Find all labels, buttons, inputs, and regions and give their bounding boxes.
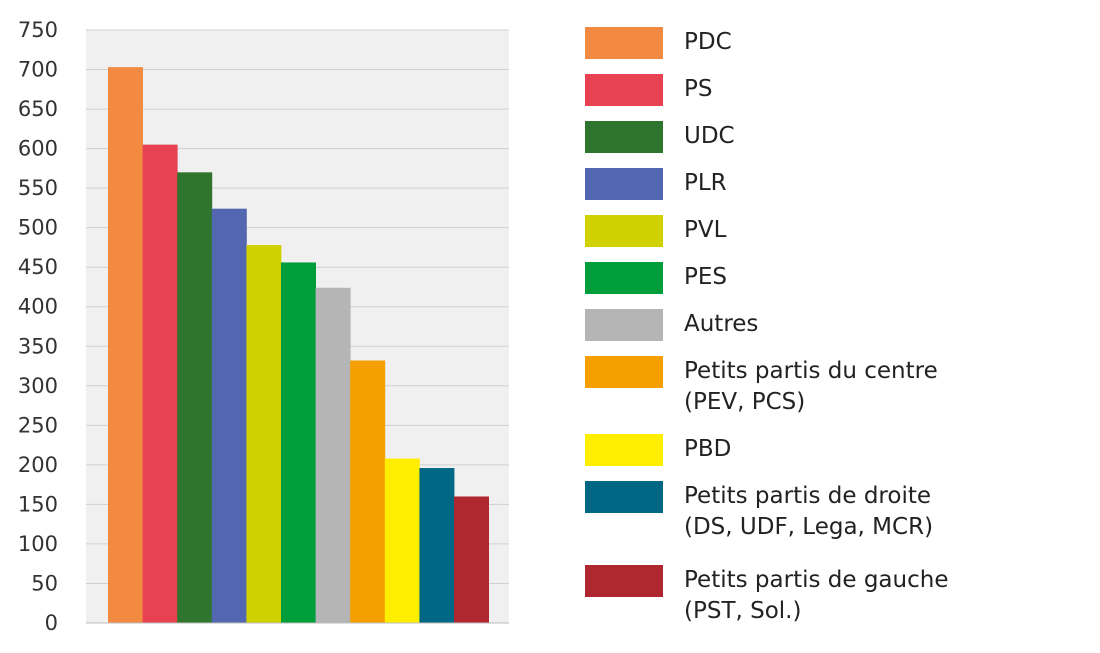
- legend-swatch: [585, 262, 663, 294]
- legend-item-petits-partis-centre: Petits partis du centre (PEV, PCS): [585, 356, 938, 418]
- bar: [281, 262, 316, 623]
- legend-swatch: [585, 434, 663, 466]
- y-tick-label: 150: [18, 492, 58, 516]
- legend-item-petits-partis-droite: Petits partis de droite (DS, UDF, Lega, …: [585, 481, 933, 543]
- bar: [315, 287, 351, 623]
- legend-item-autres: Autres: [585, 309, 758, 341]
- y-tick-label: 550: [18, 176, 58, 200]
- legend-swatch: [585, 215, 663, 247]
- bar: [211, 208, 247, 623]
- legend-swatch: [585, 565, 663, 597]
- legend-label: Petits partis de droite (DS, UDF, Lega, …: [684, 483, 934, 540]
- bar: [177, 172, 213, 623]
- legend-item-pvl: PVL: [585, 215, 726, 247]
- y-tick-label: 450: [18, 255, 58, 279]
- bar: [454, 496, 489, 623]
- legend-label: UDC: [684, 123, 735, 149]
- legend-item-plr: PLR: [585, 168, 727, 200]
- legend-label: PBD: [684, 436, 732, 462]
- legend-item-pes: PES: [585, 262, 727, 294]
- y-tick-label: 650: [18, 97, 58, 121]
- legend-item-pdc: PDC: [585, 27, 732, 59]
- y-tick-label: 0: [45, 611, 58, 635]
- bar: [419, 468, 455, 623]
- legend-swatch: [585, 481, 663, 513]
- y-tick-label: 600: [18, 137, 58, 161]
- legend-swatch: [585, 74, 663, 106]
- legend-swatch: [585, 168, 663, 200]
- legend-swatch: [585, 356, 663, 388]
- bars: [108, 67, 489, 624]
- legend-label: PVL: [684, 217, 727, 243]
- legend-swatch: [585, 27, 663, 59]
- legend-label: Petits partis de gauche (PST, Sol.): [684, 567, 949, 624]
- legend-item-ps: PS: [585, 74, 712, 106]
- legend-label: PLR: [684, 170, 727, 196]
- y-tick-label: 100: [18, 532, 58, 556]
- bar: [142, 144, 178, 623]
- bar: [246, 245, 282, 623]
- legend-label: PDC: [684, 29, 732, 55]
- y-tick-label: 200: [18, 453, 58, 477]
- y-axis-ticks: 0 50 100 150 200 250 300 350 400 450 500 550 600 650 7…: [18, 18, 58, 635]
- bar: [384, 458, 420, 623]
- legend-label: Petits partis du centre (PEV, PCS): [684, 358, 938, 415]
- y-tick-label: 400: [18, 295, 58, 319]
- y-tick-label: 50: [31, 571, 58, 595]
- bar-chart: 0 50 100 150 200 250 300 350 400 450 500 550 600 650 7…: [18, 18, 509, 635]
- legend-swatch: [585, 309, 663, 341]
- legend-item-pbd: PBD: [585, 434, 731, 466]
- legend-swatch: [585, 121, 663, 153]
- legend-item-petits-partis-gauche: Petits partis de gauche (PST, Sol.): [585, 565, 948, 627]
- y-tick-label: 350: [18, 334, 58, 358]
- y-tick-label: 750: [18, 18, 58, 42]
- y-tick-label: 250: [18, 413, 58, 437]
- legend-item-udc: UDC: [585, 121, 735, 153]
- legend-label: PS: [684, 76, 713, 102]
- legend-label: Autres: [684, 311, 759, 337]
- bar: [350, 360, 386, 623]
- y-tick-label: 500: [18, 216, 58, 240]
- y-tick-label: 300: [18, 374, 58, 398]
- y-tick-label: 700: [18, 58, 58, 82]
- bar: [108, 67, 143, 624]
- legend-label: PES: [684, 264, 728, 290]
